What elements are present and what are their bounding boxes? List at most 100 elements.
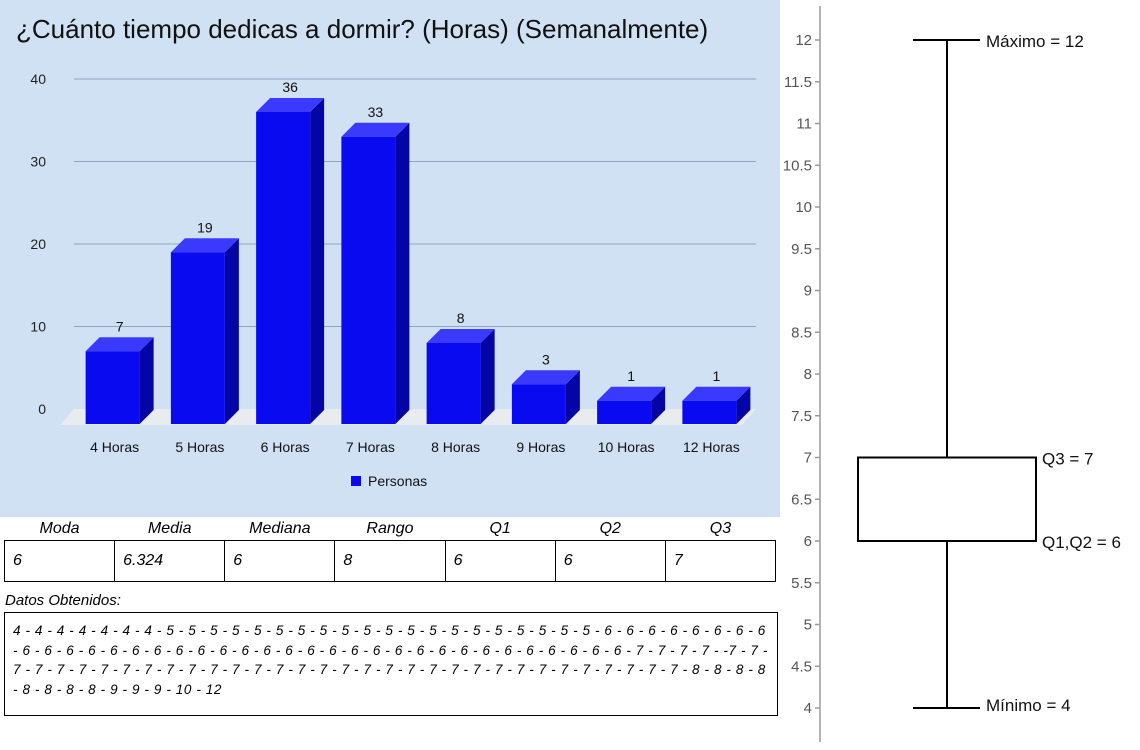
y-tick-label: 9 [804,283,812,300]
x-tick-label: 5 Horas [175,439,224,455]
y-tick-label: 11 [796,116,812,133]
bar [341,122,410,424]
bar-side [480,329,495,424]
y-tick-label: 10.5 [783,157,812,174]
stats-header-row: Moda Media Mediana Rango Q1 Q2 Q3 [5,518,776,541]
header-media: Media [147,520,192,537]
x-tick-label: 10 Horas [598,439,655,455]
bar-front [682,400,737,424]
bar-front [341,136,396,424]
value-media: 6.324 [114,540,226,582]
header-moda: Moda [39,520,80,537]
bar-side [224,238,239,424]
bar [511,370,580,424]
data-label: 19 [197,219,213,235]
data-label: 33 [368,104,384,120]
bar-top [426,329,495,343]
bar [597,386,666,424]
bar-side [736,386,751,424]
bar-chart: 0 10 20 30 40 7 4 Horas 19 5 Horas 36 6 Horas 33 7 H… [30,71,756,489]
header-q2: Q2 [599,520,621,537]
bar-top [170,238,239,253]
statistics-table: Moda Media Mediana Rango Q1 Q2 Q3 6 6.32… [3,518,777,582]
y-tick-label: 6.5 [791,491,812,508]
data-label: 1 [627,368,635,384]
data-label: 7 [116,318,124,334]
bar-top [682,386,751,401]
header-rango: Rango [366,520,414,537]
bar-side [651,386,666,424]
raw-data-caption: Datos Obtenidos: [5,592,121,609]
value-q2: 6 [554,540,666,582]
y-tick-label: 20 [30,236,46,252]
x-tick-label: 9 Horas [516,439,565,455]
bar-side [310,98,325,424]
bar-side [139,337,154,424]
header-q1: Q1 [489,520,511,537]
raw-data-box: 4 - 4 - 4 - 4 - 4 - 4 - 4 - 5 - 5 - 5 - … [4,612,778,716]
header-q3: Q3 [709,520,732,537]
stats-value-row: 6 6.324 6 8 6 6 7 [3,540,777,582]
y-tick-label: 4.5 [791,658,812,675]
header-mediana: Mediana [249,520,311,537]
y-tick-label: 11.5 [784,74,812,91]
bar [256,98,325,424]
y-tick-label: 30 [30,154,46,170]
bar-side [565,370,580,424]
value-q3: 7 [664,540,777,582]
y-tick-label: 5.5 [791,575,812,592]
value-rango: 8 [334,540,446,582]
y-tick-label: 40 [30,71,46,87]
bar-chart-panel: ¿Cuánto tiempo dedicas a dormir? (Horas)… [0,0,780,517]
y-tick-label: 4 [804,700,812,717]
q1-q2-label: Q1,Q2 = 6 [1042,533,1121,552]
bar-top [511,370,580,385]
legend-label: Personas [368,473,427,489]
y-tick-label: 7.5 [791,408,812,425]
x-tick-label: 6 Horas [261,439,310,455]
bar-front [170,252,225,424]
y-tick-label: 6 [804,533,812,550]
x-tick-label: 4 Horas [90,439,139,455]
y-tick-label: 7 [804,450,812,467]
value-q1: 6 [444,540,556,582]
value-mediana: 6 [224,540,336,582]
bar [426,329,495,424]
value-moda: 6 [3,540,116,582]
y-tick-label: 12 [795,32,812,49]
bar-front [256,112,311,424]
bar-front [85,351,140,424]
y-tick-label: 8 [804,366,812,383]
chart-title: ¿Cuánto tiempo dedicas a dormir? (Horas)… [16,14,709,44]
bar [170,238,239,424]
bar-top [341,122,410,137]
bar [682,386,751,424]
box-plot: 4 4.5 5 5.5 6 6.5 7 7.5 8 8.5 9 9.5 10 10.5 11 11.5 12 Má… [783,6,1121,742]
x-tick-label: 8 Horas [431,439,480,455]
y-tick-label: 9.5 [791,241,812,258]
bar-top [85,337,154,352]
min-label: Mínimo = 4 [986,696,1071,715]
bar-side [395,122,410,424]
data-label: 36 [282,79,298,95]
iqr-box [857,456,1037,542]
bar-front [597,400,652,424]
y-tick-label: 8.5 [791,324,812,341]
bar-top [256,98,325,112]
bar [85,337,154,424]
max-label: Máximo = 12 [986,32,1084,51]
data-label: 1 [712,368,720,384]
bar-top [597,386,666,401]
q3-label: Q3 = 7 [1042,450,1094,469]
x-tick-label: 7 Horas [346,439,395,455]
bar-front [426,343,481,424]
y-tick-label: 5 [804,617,812,634]
y-tick-label: 10 [30,319,46,335]
y-tick-label: 0 [38,401,46,417]
y-tick-label: 10 [795,199,812,216]
legend-swatch [351,476,361,486]
bar-front [511,384,566,424]
data-label: 3 [542,351,550,367]
x-tick-label: 12 Horas [683,439,740,455]
data-label: 8 [457,310,465,326]
